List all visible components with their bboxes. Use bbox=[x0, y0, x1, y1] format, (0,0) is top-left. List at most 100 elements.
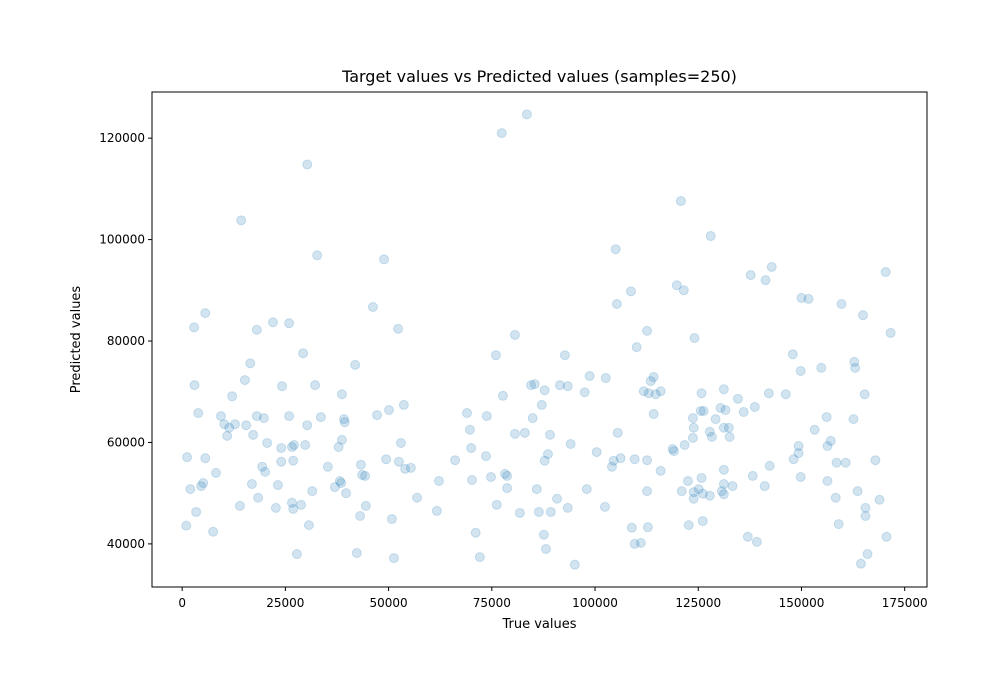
point bbox=[284, 411, 295, 422]
point bbox=[833, 519, 844, 530]
point bbox=[858, 310, 869, 321]
point bbox=[809, 424, 820, 435]
point bbox=[466, 443, 477, 454]
point bbox=[497, 390, 508, 401]
x-tick-label: 25000 bbox=[266, 596, 304, 610]
point bbox=[612, 427, 623, 438]
point bbox=[490, 350, 501, 361]
point bbox=[559, 350, 570, 361]
point bbox=[431, 505, 442, 516]
point bbox=[642, 486, 653, 497]
point bbox=[286, 497, 297, 508]
point bbox=[696, 388, 707, 399]
point bbox=[531, 484, 542, 495]
point bbox=[286, 442, 297, 453]
point bbox=[848, 414, 859, 425]
point bbox=[825, 435, 836, 446]
point bbox=[727, 481, 738, 492]
point bbox=[322, 461, 333, 472]
point bbox=[796, 292, 807, 303]
point bbox=[379, 254, 390, 265]
point bbox=[341, 488, 352, 499]
point bbox=[562, 381, 573, 392]
point bbox=[693, 484, 704, 495]
point bbox=[679, 439, 690, 450]
point bbox=[689, 332, 700, 343]
point bbox=[540, 543, 551, 554]
point bbox=[667, 444, 678, 455]
point bbox=[329, 482, 340, 493]
point bbox=[723, 422, 734, 433]
point bbox=[830, 492, 841, 503]
point bbox=[200, 308, 211, 319]
point bbox=[874, 494, 885, 505]
point bbox=[300, 439, 311, 450]
point bbox=[698, 406, 709, 417]
point bbox=[862, 549, 873, 560]
x-tick-label: 175000 bbox=[882, 596, 928, 610]
point bbox=[350, 359, 361, 370]
point bbox=[688, 493, 699, 504]
y-tick-label: 120000 bbox=[99, 131, 145, 145]
point bbox=[749, 401, 760, 412]
point bbox=[393, 456, 404, 467]
point bbox=[208, 526, 219, 537]
point bbox=[671, 280, 682, 291]
point bbox=[276, 443, 287, 454]
point bbox=[276, 456, 287, 467]
x-tick-label: 125000 bbox=[675, 596, 721, 610]
point bbox=[766, 261, 777, 272]
point bbox=[481, 451, 492, 462]
point bbox=[648, 409, 659, 420]
point bbox=[372, 410, 383, 421]
point bbox=[355, 459, 366, 470]
point bbox=[185, 484, 196, 495]
point bbox=[836, 298, 847, 309]
point bbox=[239, 375, 250, 386]
point bbox=[253, 492, 264, 503]
point bbox=[821, 412, 832, 423]
point bbox=[831, 457, 842, 468]
point bbox=[870, 455, 881, 466]
point bbox=[629, 538, 640, 549]
point bbox=[351, 548, 362, 559]
point bbox=[608, 455, 619, 466]
point bbox=[338, 414, 349, 425]
point bbox=[695, 406, 706, 417]
point bbox=[229, 419, 240, 430]
point bbox=[470, 527, 481, 538]
point bbox=[747, 470, 758, 481]
point bbox=[246, 479, 257, 490]
x-axis-label: True values bbox=[501, 617, 576, 632]
point bbox=[687, 432, 698, 443]
point bbox=[193, 408, 204, 419]
point bbox=[288, 503, 299, 514]
point bbox=[860, 510, 871, 521]
point bbox=[788, 454, 799, 465]
point bbox=[339, 417, 350, 428]
point bbox=[565, 438, 576, 449]
point bbox=[500, 468, 511, 479]
point bbox=[716, 486, 727, 497]
point bbox=[885, 327, 896, 338]
point bbox=[288, 455, 299, 466]
point bbox=[464, 424, 475, 435]
point bbox=[496, 128, 507, 139]
point bbox=[584, 371, 595, 382]
point bbox=[474, 552, 485, 563]
point bbox=[381, 454, 392, 465]
point bbox=[638, 386, 649, 397]
point bbox=[360, 500, 371, 511]
point bbox=[526, 380, 537, 391]
point bbox=[357, 469, 368, 480]
point bbox=[210, 467, 221, 478]
point bbox=[302, 420, 313, 431]
point bbox=[675, 196, 686, 207]
point bbox=[509, 428, 520, 439]
point bbox=[682, 476, 693, 487]
point bbox=[611, 298, 622, 309]
point bbox=[272, 480, 283, 491]
point bbox=[852, 486, 863, 497]
point bbox=[519, 427, 530, 438]
